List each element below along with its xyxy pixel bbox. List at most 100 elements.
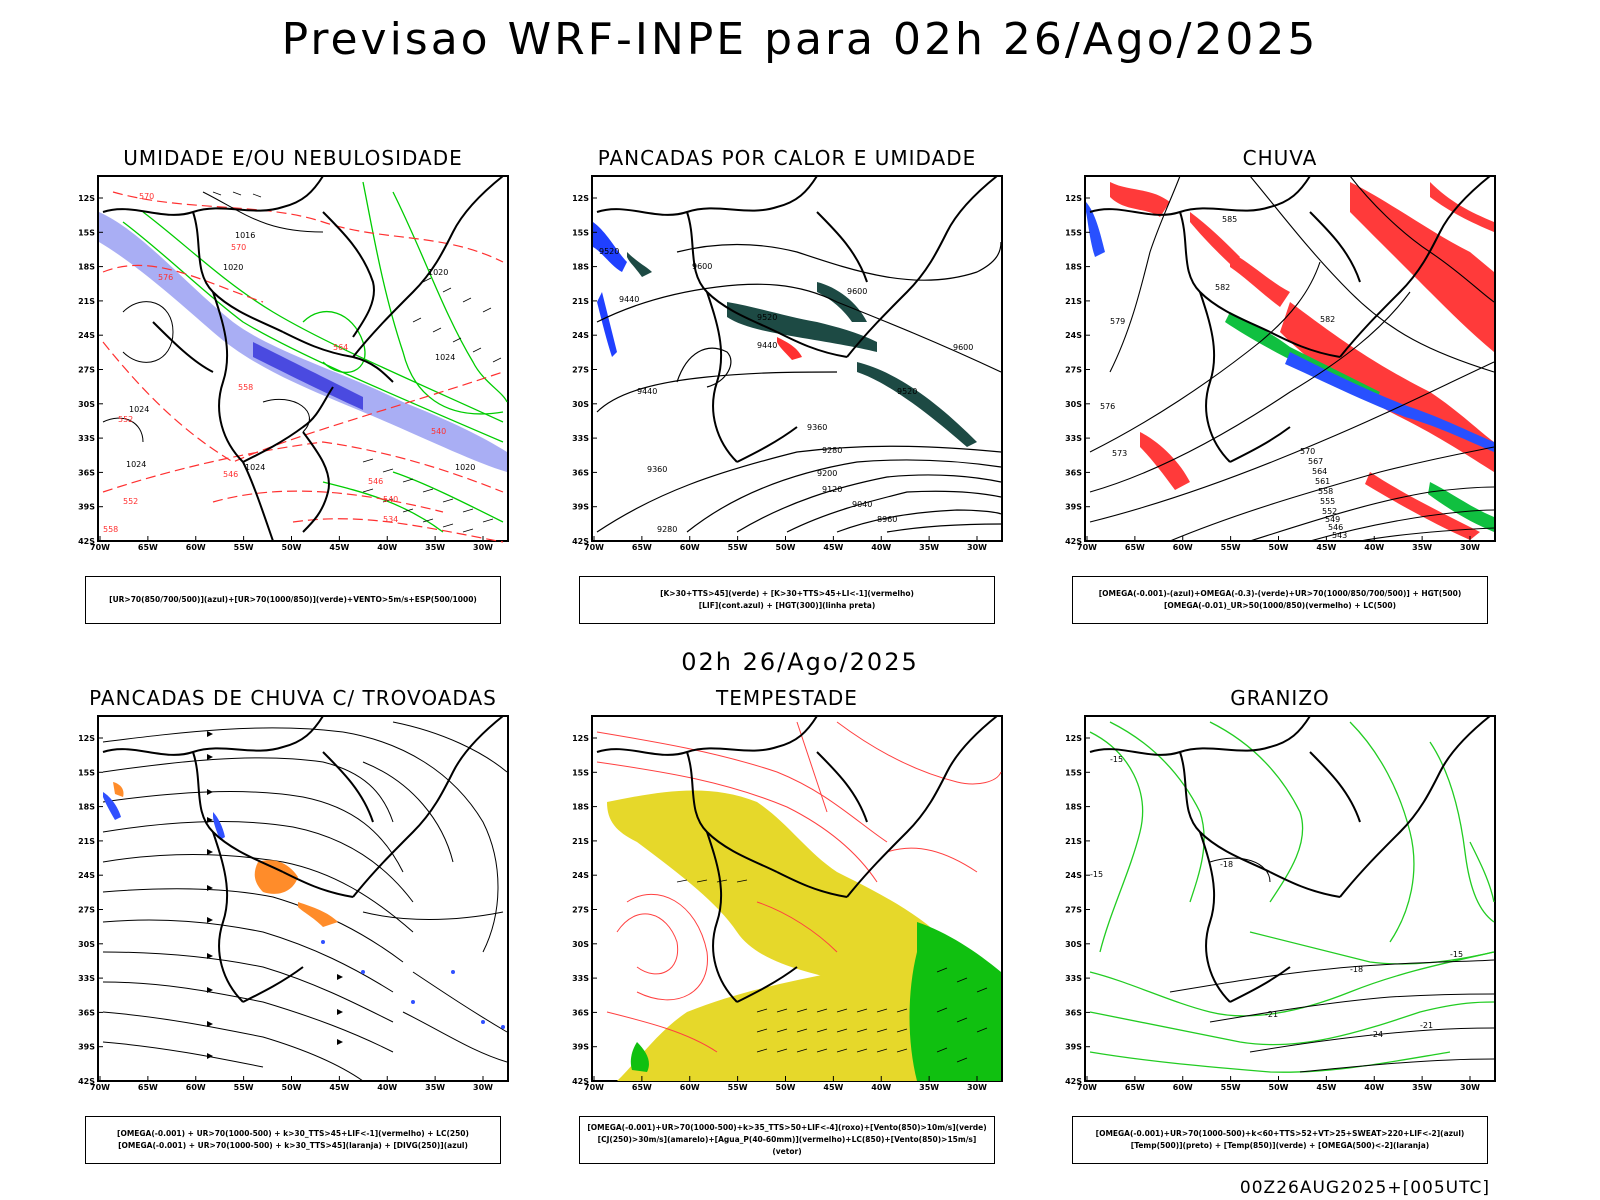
contour-label: 555 [1320, 497, 1335, 506]
lat-tick-label: 18S [78, 263, 95, 272]
legend-line: [LIF](cont.azul) + [HGT(300)](linha pret… [698, 601, 876, 610]
contour-label: 9280 [657, 525, 677, 534]
lon-tick-label: 45W [329, 543, 349, 552]
lat-tick-label: 18S [78, 803, 95, 812]
rain-fill-green-blue [1086, 202, 1494, 532]
contour-label: 582 [1320, 315, 1335, 324]
legend-line: [UR>70(850/700/500)](azul)+[UR>70(1000/8… [109, 595, 477, 604]
temp850-contours-green [1089, 721, 1495, 1073]
contour-label: 9360 [647, 465, 667, 474]
lon-tick-label: 35W [1412, 1083, 1432, 1092]
lon-tick-label: 50W [282, 543, 302, 552]
contour-label: 561 [1315, 477, 1330, 486]
contour-label: -24 [1370, 1030, 1383, 1039]
run-timestamp: 00Z26AUG2025+[005UTC] [1239, 1178, 1490, 1198]
thickness-contour-red [102, 191, 504, 543]
lat-tick-label: 24S [572, 331, 589, 340]
thickness-label: 564 [333, 343, 348, 352]
contour-label: 1020 [455, 463, 475, 472]
contour-label: 582 [1215, 283, 1230, 292]
lat-axis: 12S 15S 18S 21S 24S 27S 30S 33S 36S 39S 42S [78, 734, 103, 1086]
lat-tick-label: 30S [572, 940, 589, 949]
contour-label: -21 [1420, 1021, 1433, 1030]
lat-tick-label: 27S [78, 366, 95, 375]
lat-tick-label: 33S [1065, 974, 1082, 983]
contour-label: 9280 [822, 446, 842, 455]
thickness-label: 552 [123, 497, 138, 506]
contour-label: 552 [1322, 507, 1337, 516]
wind-vectors [676, 879, 988, 1063]
lat-tick-label: 39S [1065, 503, 1082, 512]
orange-fill [113, 782, 338, 927]
lon-tick-label: 60W [680, 1083, 700, 1092]
lat-tick-label: 42S [1065, 537, 1082, 546]
lat-tick-label: 30S [1065, 400, 1082, 409]
contour-label: 1024 [435, 353, 455, 362]
lon-tick-label: 65W [632, 543, 652, 552]
lat-tick-label: 33S [1065, 434, 1082, 443]
lon-tick-label: 60W [186, 543, 206, 552]
k-tts-li-fill-red [777, 337, 802, 360]
panel-tempestade: TEMPESTADE [557, 686, 1017, 1186]
lat-tick-label: 30S [1065, 940, 1082, 949]
thickness-label: 576 [158, 273, 173, 282]
lon-tick-label: 45W [329, 1083, 349, 1092]
lat-tick-label: 21S [78, 837, 95, 846]
lat-tick-label: 24S [1065, 871, 1082, 880]
lon-tick-label: 40W [871, 543, 891, 552]
lon-tick-label: 45W [1316, 1083, 1336, 1092]
lat-tick-label: 12S [78, 734, 95, 743]
contour-label: -15 [1110, 755, 1123, 764]
lon-tick-label: 55W [728, 1083, 748, 1092]
contour-labels: 9520 9600 9440 9600 9520 9440 9600 9440 … [599, 247, 973, 534]
lat-tick-label: 27S [1065, 366, 1082, 375]
contour-label: 9120 [822, 485, 842, 494]
wind850-fill-green [630, 922, 1001, 1081]
lon-tick-label: 65W [138, 543, 158, 552]
map-granizo: -15 -18 -15 -15 -18 -21 -24 -21 12S 15S 18… [1065, 715, 1496, 1092]
lon-tick-label: 35W [425, 1083, 445, 1092]
lat-tick-label: 12S [78, 194, 95, 203]
lat-tick-label: 42S [572, 1077, 589, 1086]
rain-fill-red [1110, 182, 1494, 540]
jet-fill-yellow [607, 790, 947, 1081]
map-chuva: 585 582 582 579 576 573 570 567 564 561 … [1065, 175, 1496, 552]
streamline-arrows [207, 731, 343, 1059]
lat-tick-label: 21S [78, 297, 95, 306]
lat-tick-label: 18S [572, 263, 589, 272]
lon-tick-label: 50W [1269, 543, 1289, 552]
thickness-label: 546 [368, 477, 383, 486]
thickness-label: 570 [139, 192, 154, 201]
lon-tick-label: 50W [776, 543, 796, 552]
contour-labels: 1020 1020 1024 1024 1024 1016 1024 1020 [126, 231, 475, 472]
legend-line: [OMEGA(-0.001)+UR>70(1000-500)+k>35_TTS>… [587, 1123, 987, 1132]
lat-tick-label: 36S [1065, 468, 1082, 477]
contour-label: 576 [1100, 402, 1115, 411]
blue-divergence-fill [103, 792, 505, 1029]
lat-tick-label: 15S [572, 768, 589, 777]
lon-axis: 70W 65W 60W 55W 50W 45W 40W 35W 30W [1077, 536, 1480, 552]
lat-tick-label: 24S [78, 871, 95, 880]
country-borders [102, 175, 504, 542]
lat-tick-label: 36S [78, 1008, 95, 1017]
lat-tick-label: 36S [78, 468, 95, 477]
contour-labels: 585 582 582 579 576 573 570 567 564 561 … [1100, 215, 1347, 540]
contour-label: 9040 [852, 500, 872, 509]
panel-title: CHUVA [1242, 146, 1318, 170]
lon-tick-label: 45W [823, 543, 843, 552]
lat-tick-label: 36S [1065, 1008, 1082, 1017]
contour-label: 9520 [897, 387, 917, 396]
lon-tick-label: 60W [1173, 1083, 1193, 1092]
lat-tick-label: 33S [78, 974, 95, 983]
lat-tick-label: 36S [572, 1008, 589, 1017]
lon-tick-label: 55W [234, 543, 254, 552]
lat-tick-label: 30S [78, 400, 95, 409]
panel-trovoadas: PANCADAS DE CHUVA C/ TROVOADAS [63, 686, 523, 1186]
map-umidade: 1020 1020 1024 1024 1024 1016 1024 1020 … [78, 175, 509, 552]
legend-line: [OMEGA(-0.001)-(azul)+OMEGA(-0.3)-(verde… [1098, 589, 1462, 598]
panel-pancadas-calor: PANCADAS POR CALOR E UMIDADE [557, 146, 1017, 646]
lon-tick-label: 70W [90, 1083, 110, 1092]
lon-tick-label: 45W [823, 1083, 843, 1092]
lat-tick-label: 15S [1065, 768, 1082, 777]
lif-fill-blue [593, 222, 627, 357]
